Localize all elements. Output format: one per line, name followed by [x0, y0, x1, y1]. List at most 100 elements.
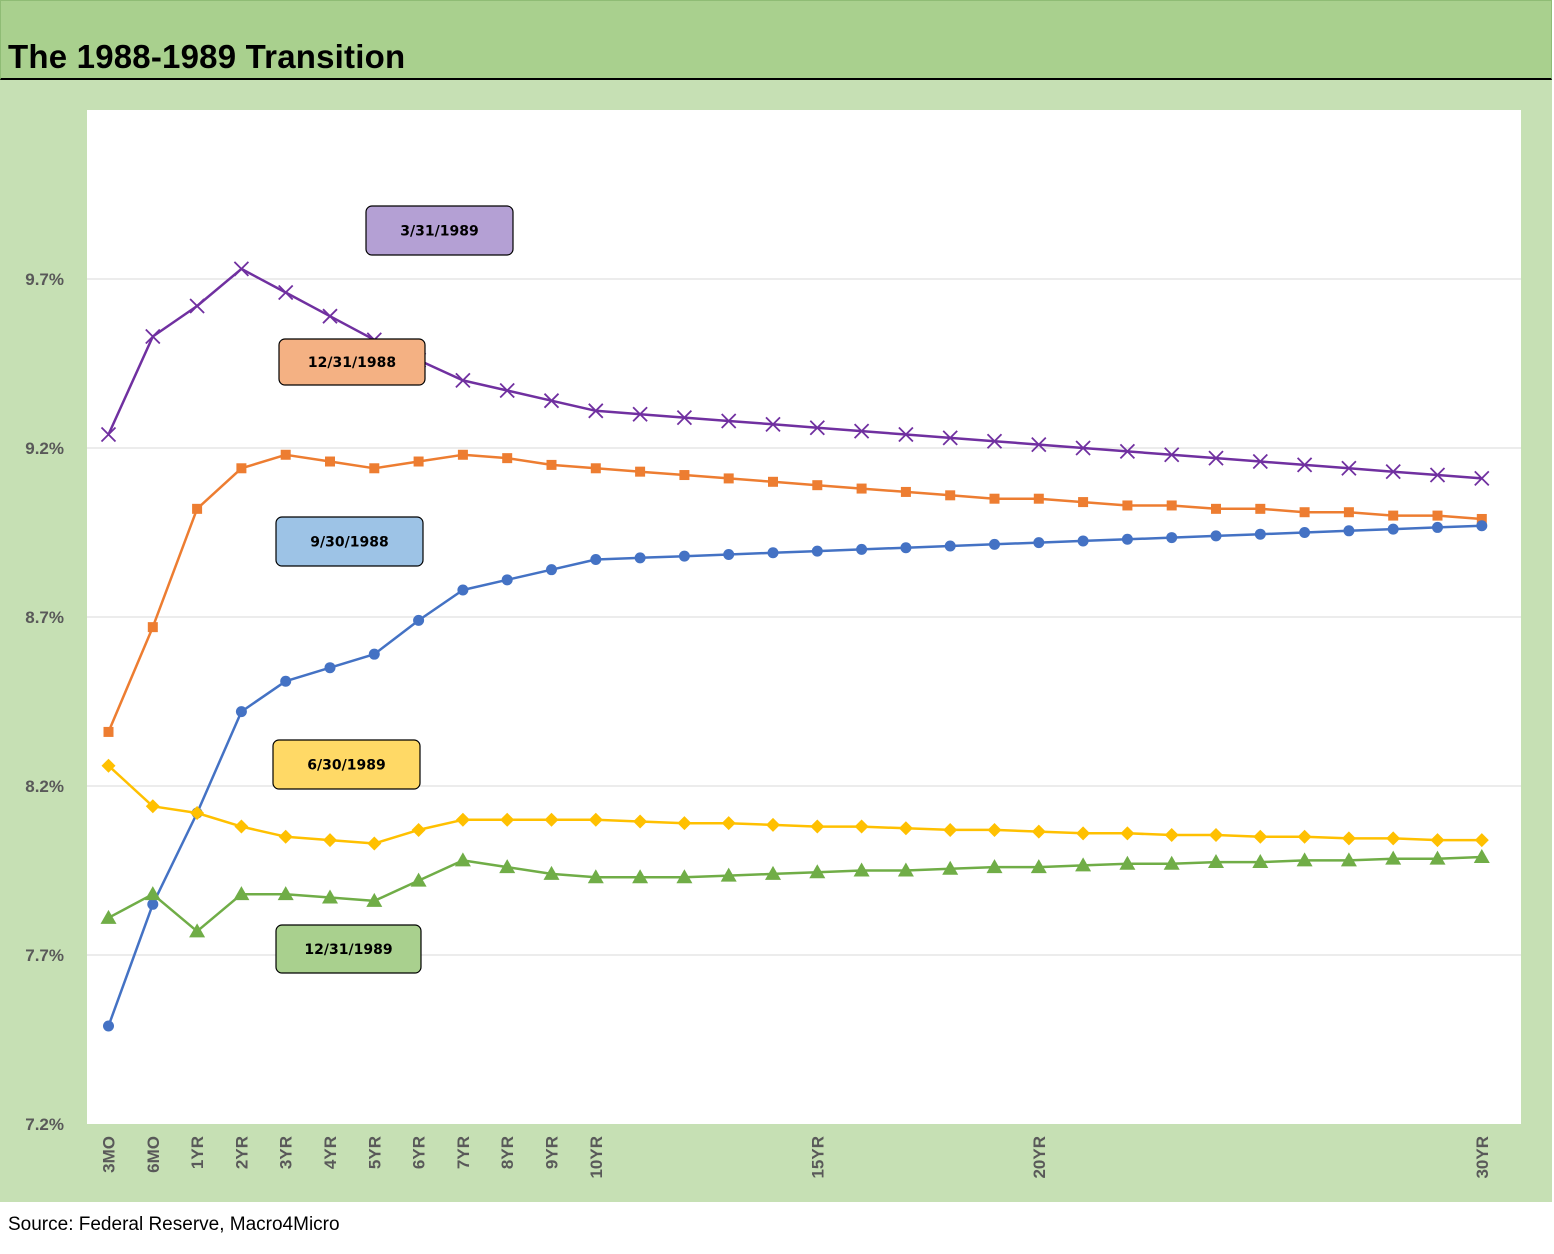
data-point [1254, 528, 1266, 540]
data-point [989, 538, 1000, 550]
data-point [853, 862, 870, 877]
data-point [322, 889, 338, 904]
series-line [107, 855, 1482, 933]
x-tick-label: 9YR [543, 1136, 562, 1169]
x-tick-label: 7YR [454, 1136, 473, 1169]
data-point [633, 814, 648, 829]
data-point [499, 382, 515, 399]
series-3 [101, 758, 1489, 851]
x-tick-label: 3YR [277, 1136, 296, 1169]
data-point [1120, 826, 1135, 841]
series-line [107, 764, 1482, 845]
data-point [1166, 532, 1178, 544]
data-point [634, 552, 646, 564]
data-point [368, 648, 380, 660]
data-point [278, 829, 293, 844]
data-point [1299, 527, 1311, 538]
data-point [635, 466, 646, 477]
data-point [1121, 533, 1133, 545]
data-point [1075, 440, 1091, 456]
data-point [1211, 503, 1221, 514]
data-point [1343, 525, 1355, 537]
data-point [721, 816, 736, 831]
data-point [1164, 447, 1180, 463]
data-point [1297, 829, 1312, 844]
data-point [676, 409, 693, 426]
data-point [1386, 831, 1401, 846]
series-line [107, 524, 1482, 1027]
data-point [1340, 852, 1357, 867]
page-title: The 1988-1989 Transition [8, 38, 406, 75]
title-bar [0, 0, 1552, 80]
data-point [1429, 467, 1446, 483]
data-point [588, 812, 603, 827]
data-point [1119, 443, 1136, 460]
x-tick-label: 15YR [808, 1136, 827, 1179]
data-point [720, 867, 737, 882]
data-point [944, 540, 956, 552]
data-point [546, 459, 557, 470]
data-point [588, 403, 604, 419]
data-point [1474, 470, 1490, 487]
x-tick-label: 5YR [365, 1136, 384, 1169]
data-point [280, 449, 291, 460]
data-point [233, 886, 250, 901]
data-point [410, 872, 427, 887]
data-point [500, 812, 515, 827]
source-note: Source: Federal Reserve, Macro4Micro [8, 1214, 340, 1235]
series-label-box [365, 205, 514, 256]
data-point [455, 812, 470, 827]
data-point [676, 869, 693, 884]
data-point [189, 923, 206, 938]
data-point [367, 836, 382, 851]
y-tick-label: 9.2% [25, 439, 64, 458]
series-label-text: 12/31/1989 [304, 942, 392, 958]
data-point [812, 480, 823, 491]
data-point [1030, 859, 1047, 874]
data-point [987, 822, 1002, 837]
data-point [543, 865, 560, 880]
series-label-box [272, 739, 421, 790]
y-tick-label: 8.2% [25, 777, 64, 796]
data-point [1208, 854, 1224, 869]
data-point [413, 456, 424, 467]
data-point [723, 548, 735, 560]
x-tick-label: 3MO [100, 1136, 119, 1173]
data-point [765, 865, 781, 880]
series-label-box [275, 516, 424, 567]
data-point [898, 426, 914, 443]
data-point [986, 433, 1003, 449]
data-point [945, 490, 956, 501]
y-tick-label: 7.7% [25, 946, 64, 965]
data-point [190, 806, 205, 821]
data-point [1385, 850, 1402, 865]
data-point [590, 463, 601, 474]
data-point [100, 909, 117, 924]
data-point [189, 298, 205, 314]
data-point [856, 483, 867, 494]
x-tick-label: 4YR [321, 1136, 340, 1169]
data-point [278, 284, 294, 301]
data-point [454, 852, 471, 867]
y-tick-label: 7.2% [25, 1115, 64, 1134]
series-2 [103, 520, 1488, 1032]
data-point [1473, 848, 1490, 863]
data-point [1430, 833, 1445, 848]
data-point [546, 564, 557, 576]
data-point [856, 543, 868, 555]
series-4 [100, 848, 1490, 938]
data-point [1476, 513, 1487, 524]
data-point [1209, 828, 1223, 843]
data-point [145, 799, 160, 814]
data-point [1210, 530, 1222, 542]
data-point [1341, 831, 1356, 846]
data-point [1033, 537, 1045, 549]
data-point [1388, 510, 1399, 521]
data-point [323, 833, 337, 848]
data-point [721, 413, 737, 429]
x-tick-label: 10YR [587, 1136, 606, 1179]
data-point [1476, 520, 1488, 532]
data-point [1075, 857, 1092, 872]
data-point [147, 622, 158, 633]
data-point [897, 862, 914, 877]
